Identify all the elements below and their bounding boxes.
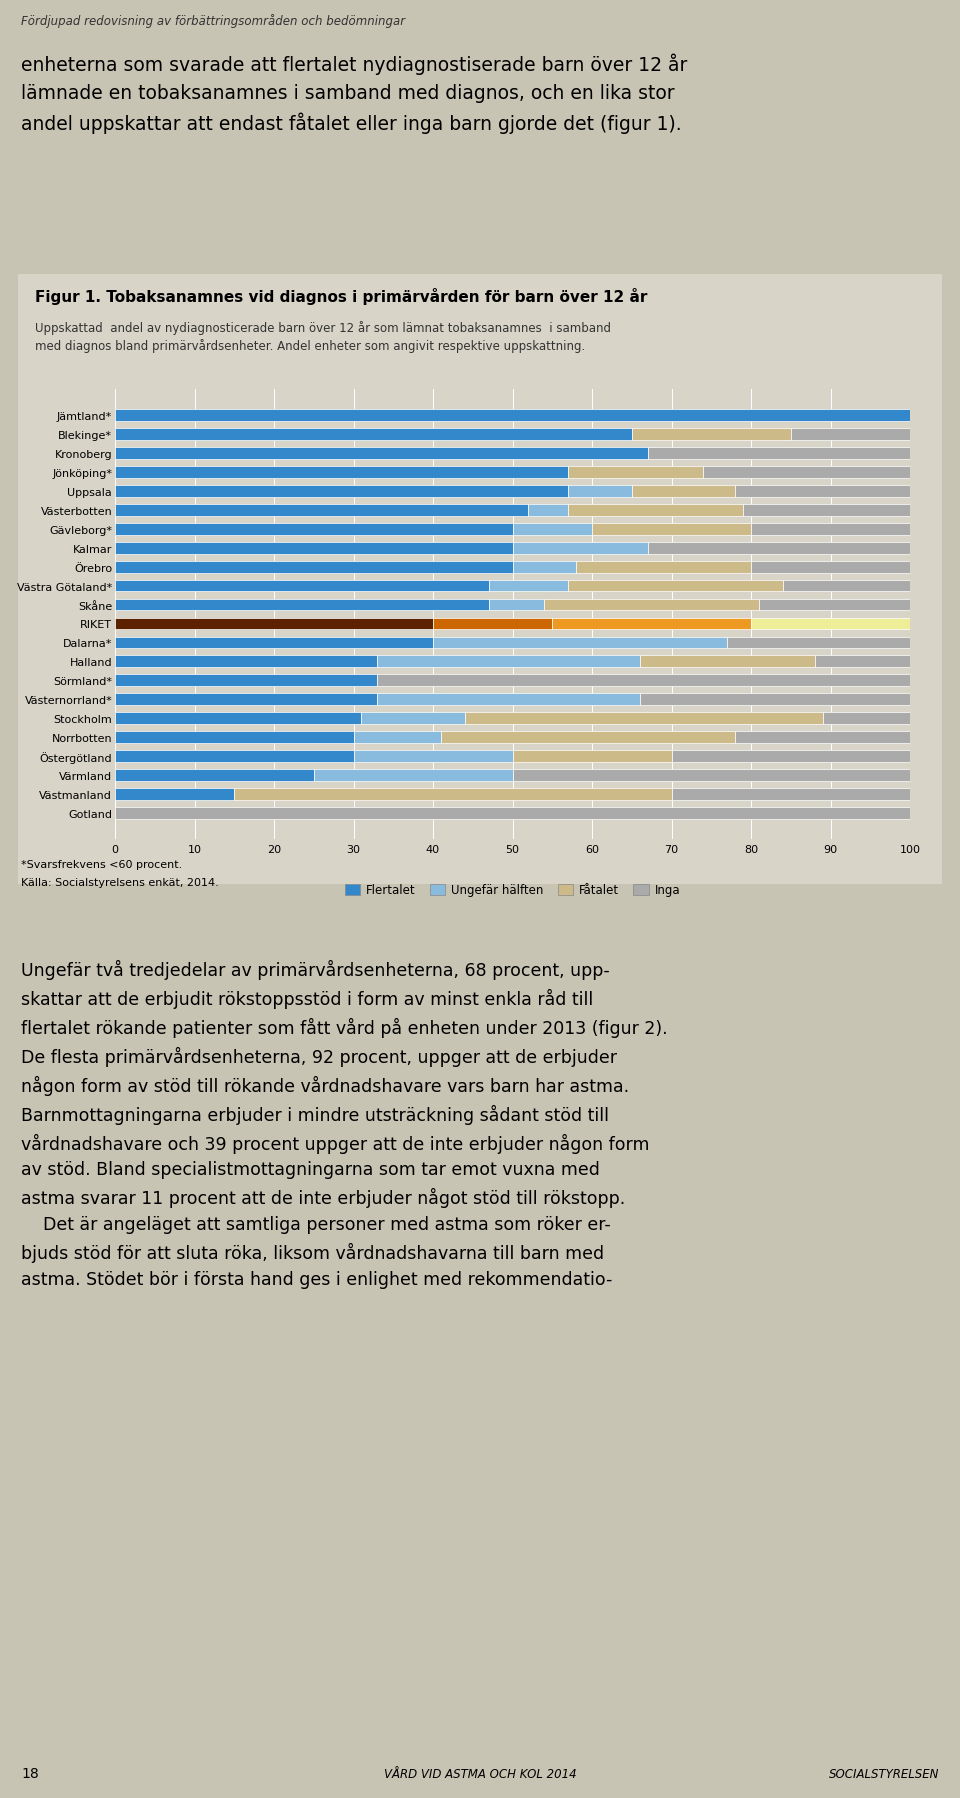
- Text: SOCIALSTYRELSEN: SOCIALSTYRELSEN: [828, 1767, 939, 1780]
- Bar: [377, 694, 639, 705]
- Bar: [353, 732, 441, 743]
- Bar: [489, 599, 544, 611]
- Bar: [433, 636, 727, 649]
- Bar: [568, 505, 743, 516]
- Bar: [353, 750, 513, 762]
- Bar: [751, 561, 910, 574]
- Bar: [513, 750, 671, 762]
- Bar: [115, 448, 648, 460]
- Text: enheterna som svarade att flertalet nydiagnostiserade barn över 12 år
lämnade en: enheterna som svarade att flertalet nydi…: [21, 54, 687, 133]
- Text: Fördjupad redovisning av förbättringsområden och bedömningar: Fördjupad redovisning av förbättringsomr…: [21, 14, 405, 29]
- Bar: [465, 712, 823, 725]
- Bar: [115, 505, 528, 516]
- Bar: [632, 430, 791, 441]
- Bar: [115, 523, 513, 536]
- Bar: [115, 674, 377, 687]
- Bar: [115, 750, 353, 762]
- Legend: Flertalet, Ungefär hälften, Fåtalet, Inga: Flertalet, Ungefär hälften, Fåtalet, Ing…: [340, 879, 684, 901]
- Text: 18: 18: [21, 1766, 38, 1780]
- Bar: [377, 674, 910, 687]
- Bar: [513, 543, 648, 554]
- Bar: [115, 485, 568, 498]
- Bar: [441, 732, 735, 743]
- Bar: [576, 561, 751, 574]
- Bar: [115, 636, 433, 649]
- Bar: [671, 750, 910, 762]
- Bar: [823, 712, 910, 725]
- Bar: [513, 770, 910, 782]
- Bar: [115, 410, 910, 423]
- Bar: [433, 619, 552, 629]
- Bar: [115, 712, 362, 725]
- Bar: [751, 523, 910, 536]
- Bar: [568, 467, 704, 478]
- Bar: [568, 581, 782, 592]
- Bar: [704, 467, 910, 478]
- Bar: [791, 430, 910, 441]
- Bar: [115, 619, 433, 629]
- Bar: [592, 523, 751, 536]
- Text: Källa: Socialstyrelsens enkät, 2014.: Källa: Socialstyrelsens enkät, 2014.: [21, 877, 219, 888]
- Bar: [528, 505, 568, 516]
- Bar: [568, 485, 632, 498]
- Text: Ungefär två tredjedelar av primärvårdsenheterna, 68 procent, upp-
skattar att de: Ungefär två tredjedelar av primärvårdsen…: [21, 960, 668, 1287]
- Bar: [743, 505, 910, 516]
- Bar: [815, 656, 910, 667]
- Bar: [639, 656, 815, 667]
- Bar: [115, 561, 513, 574]
- Bar: [115, 789, 234, 800]
- Bar: [377, 656, 639, 667]
- Bar: [759, 599, 910, 611]
- Bar: [234, 789, 671, 800]
- Bar: [115, 694, 377, 705]
- Bar: [115, 581, 489, 592]
- Bar: [513, 561, 576, 574]
- Bar: [632, 485, 735, 498]
- Bar: [115, 807, 910, 820]
- Bar: [115, 599, 489, 611]
- Text: Uppskattad  andel av nydiagnosticerade barn över 12 år som lämnat tobaksanamnes : Uppskattad andel av nydiagnosticerade ba…: [35, 320, 611, 352]
- Bar: [115, 467, 568, 478]
- Bar: [735, 485, 910, 498]
- Bar: [735, 732, 910, 743]
- Bar: [751, 619, 910, 629]
- Bar: [671, 789, 910, 800]
- Bar: [115, 770, 314, 782]
- Bar: [648, 448, 910, 460]
- Text: *Svarsfrekvens <60 procent.: *Svarsfrekvens <60 procent.: [21, 859, 182, 870]
- Bar: [782, 581, 910, 592]
- Bar: [544, 599, 759, 611]
- Bar: [115, 732, 353, 743]
- Bar: [489, 581, 568, 592]
- Text: VÅRD VID ASTMA OCH KOL 2014: VÅRD VID ASTMA OCH KOL 2014: [384, 1767, 576, 1780]
- Bar: [314, 770, 513, 782]
- Text: Figur 1. Tobaksanamnes vid diagnos i primärvården för barn över 12 år: Figur 1. Tobaksanamnes vid diagnos i pri…: [35, 288, 647, 306]
- Bar: [727, 636, 910, 649]
- Bar: [115, 430, 632, 441]
- Bar: [115, 543, 513, 554]
- Bar: [513, 523, 592, 536]
- Bar: [362, 712, 465, 725]
- Bar: [648, 543, 910, 554]
- Bar: [552, 619, 751, 629]
- Bar: [115, 656, 377, 667]
- Bar: [639, 694, 910, 705]
